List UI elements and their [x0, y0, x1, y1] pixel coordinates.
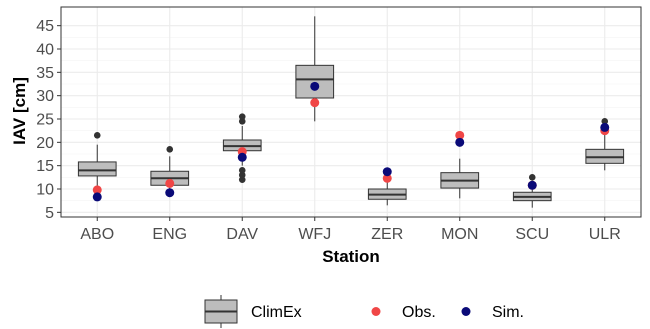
obs-point-mon — [455, 130, 465, 140]
sim-point-wfj — [310, 81, 320, 91]
legend-label-sim: Sim. — [492, 304, 524, 321]
x-tick-label-wfj: WFJ — [298, 226, 331, 243]
legend-key-sim — [461, 307, 471, 316]
y-tick-label: 35 — [36, 65, 54, 82]
box-outlier — [601, 118, 609, 125]
y-tick-label: 20 — [36, 135, 54, 152]
y-tick-label: 25 — [36, 112, 54, 129]
y-tick-label: 5 — [45, 205, 54, 222]
sim-point-zer — [382, 167, 392, 177]
sim-point-ulr — [600, 122, 610, 132]
sim-point-dav — [237, 152, 247, 162]
y-axis: 5 10 15 20 25 30 35 40 45 — [36, 18, 61, 222]
obs-point-zer — [382, 173, 392, 183]
box-outlier — [93, 132, 101, 139]
box-abo — [77, 132, 117, 187]
x-axis-title: Station — [322, 247, 380, 266]
box-outlier — [238, 113, 246, 120]
legend-key-obs — [371, 307, 381, 316]
panel-border — [60, 6, 642, 218]
legend-label-climex: ClimEx — [251, 304, 302, 321]
sim-point-abo — [92, 192, 102, 202]
grid-layer — [61, 7, 641, 217]
legend-label-obs: Obs. — [402, 304, 436, 321]
box-outlier — [238, 118, 246, 125]
box-outlier — [238, 167, 246, 174]
x-axis: ABO ENG DAV WFJ ZER MON SCU ULR — [80, 217, 621, 243]
sim-point-eng — [165, 188, 175, 198]
box-outlier — [238, 176, 246, 183]
box-mon — [440, 158, 480, 199]
legend: ClimEx Obs. Sim. — [204, 295, 524, 328]
obs-point-wfj — [310, 98, 320, 108]
box-body — [295, 64, 335, 99]
y-tick-label: 30 — [36, 88, 54, 105]
box-outlier — [528, 174, 536, 181]
box-eng — [150, 146, 190, 196]
y-tick-label: 10 — [36, 182, 54, 199]
marks-layer — [77, 16, 625, 208]
x-tick-label-scu: SCU — [515, 226, 549, 243]
sim-point-scu — [527, 180, 537, 190]
obs-point-abo — [92, 185, 102, 195]
y-axis-title: IAV [cm] — [10, 77, 29, 145]
x-tick-label-mon: MON — [441, 226, 478, 243]
box-outlier — [166, 146, 174, 153]
box-outlier — [238, 171, 246, 179]
box-ulr — [585, 118, 625, 171]
box-dav — [222, 113, 262, 183]
box-wfj — [295, 16, 335, 122]
x-tick-label-abo: ABO — [80, 226, 114, 243]
box-body — [77, 161, 117, 177]
legend-key-climex — [204, 295, 238, 328]
obs-point-eng — [165, 178, 175, 188]
x-tick-label-eng: ENG — [152, 226, 187, 243]
sim-point-mon — [455, 137, 465, 147]
x-tick-label-zer: ZER — [371, 226, 403, 243]
y-tick-label: 15 — [36, 158, 54, 175]
panel-background — [61, 7, 641, 217]
x-tick-label-dav: DAV — [226, 226, 258, 243]
y-tick-label: 40 — [36, 42, 54, 59]
x-tick-label-ulr: ULR — [589, 226, 621, 243]
y-tick-label: 45 — [36, 18, 54, 35]
